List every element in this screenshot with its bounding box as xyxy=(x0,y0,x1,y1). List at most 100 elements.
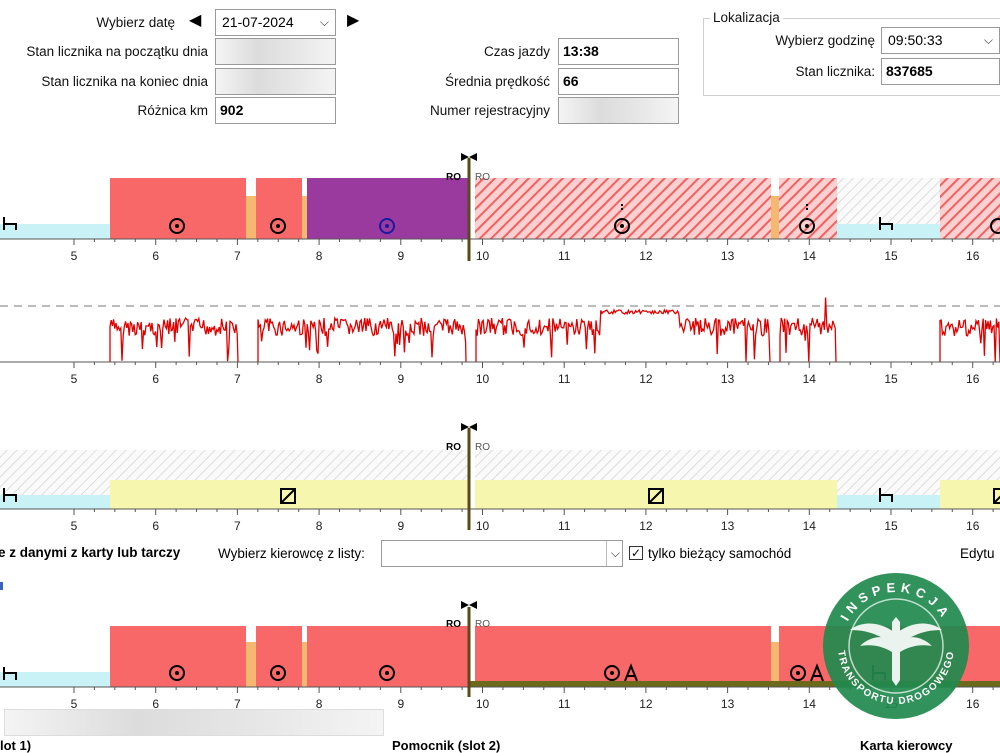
hour-tick-label: 10 xyxy=(476,249,490,263)
chevron-down-icon: ⌵ xyxy=(605,541,620,566)
hour-tick-label: 7 xyxy=(234,249,241,263)
hour-tick-label: 14 xyxy=(803,519,817,533)
steering-wheel-icon xyxy=(379,218,395,234)
marker-label-left: RO xyxy=(446,442,461,453)
location-time-label: Wybierz godzinę xyxy=(775,33,875,48)
location-title: Lokalizacja xyxy=(710,10,783,25)
edit-label[interactable]: Edytu xyxy=(960,546,995,561)
steering-wheel-icon xyxy=(169,665,185,681)
only-current-label: tylko bieżący samochód xyxy=(648,546,792,561)
rest-bar xyxy=(0,672,110,687)
chevron-down-icon: ⌵ xyxy=(983,33,993,47)
hour-tick-label: 8 xyxy=(316,519,323,533)
chevron-down-icon: ⌵ xyxy=(319,15,329,29)
steering-wheel-icon xyxy=(169,218,185,234)
availability-hatched-bar xyxy=(940,450,1000,480)
bed-icon xyxy=(3,217,17,230)
hour-tick-label: 7 xyxy=(234,519,241,533)
hour-tick-label: 6 xyxy=(152,697,159,711)
rest-bar xyxy=(837,495,940,509)
hour-tick-label: 15 xyxy=(884,372,898,386)
marker-flag-icon xyxy=(461,153,477,161)
location-odometer-field[interactable]: 837685 xyxy=(881,58,1000,85)
bed-icon xyxy=(879,217,893,230)
steering-wheel-icon xyxy=(790,665,806,681)
hour-tick-label: 13 xyxy=(721,519,735,533)
work-bar xyxy=(307,178,469,239)
driver-select[interactable]: ⌵ xyxy=(381,540,623,567)
odometer-start-field[interactable] xyxy=(215,38,336,65)
hour-tick-label: 10 xyxy=(476,697,490,711)
driving-hatched-bar xyxy=(940,178,1000,239)
marker-label-right: RO xyxy=(475,172,490,183)
prev-day-button[interactable]: ◀ xyxy=(189,12,202,29)
availability-hatched-bar xyxy=(837,450,940,495)
date-select[interactable]: 21-07-2024 ⌵ xyxy=(215,9,336,36)
hour-tick-label: 14 xyxy=(803,697,817,711)
odometer-end-label: Stan licznika na koniec dnia xyxy=(41,74,208,89)
drive-time-label: Czas jazdy xyxy=(483,44,550,59)
driving-bar xyxy=(256,178,302,239)
location-odometer-label: Stan licznika: xyxy=(795,64,875,79)
hour-tick-label: 12 xyxy=(639,372,653,386)
slot1-label: lot 1) xyxy=(0,738,32,753)
codriver-icon xyxy=(810,663,824,682)
hour-tick-label: 5 xyxy=(71,249,78,263)
codriver-chart: RO RO 5 6 7 8 9 10 11 12 13 14 15 16 xyxy=(0,423,1000,533)
hour-tick-label: 9 xyxy=(397,249,404,263)
hour-tick-label: 11 xyxy=(558,372,571,386)
hour-tick-label: 10 xyxy=(476,372,490,386)
registration-field[interactable] xyxy=(558,97,679,124)
hour-tick-label: 7 xyxy=(234,697,241,711)
transition-bar xyxy=(771,196,779,239)
hour-tick-label: 9 xyxy=(397,519,404,533)
hour-axis: 5 6 7 8 9 10 11 12 13 14 15 16 xyxy=(71,509,994,533)
hour-tick-label: 7 xyxy=(234,372,241,386)
hour-tick-label: 12 xyxy=(639,519,653,533)
hour-tick-label: 6 xyxy=(152,372,159,386)
steering-wheel-icon xyxy=(604,665,620,681)
odometer-end-field[interactable] xyxy=(215,68,336,95)
steering-wheel-icon xyxy=(799,218,815,234)
hour-tick-label: 16 xyxy=(966,249,980,263)
transition-bar xyxy=(246,642,256,687)
marker-label-right: RO xyxy=(475,619,490,630)
marker-flag-icon xyxy=(461,601,477,609)
hour-tick-label: 13 xyxy=(721,372,735,386)
bed-icon xyxy=(879,488,893,502)
marker-flag-icon xyxy=(461,423,477,431)
next-day-button[interactable]: ▶ xyxy=(347,12,360,29)
hour-tick-label: 5 xyxy=(71,697,78,711)
location-time-value: 09:50:33 xyxy=(888,32,943,48)
availability-icon xyxy=(280,488,296,504)
hour-tick-label: 11 xyxy=(558,697,571,711)
availability-hatched-bar xyxy=(0,450,110,495)
location-group xyxy=(703,18,1000,96)
transition-bar xyxy=(302,196,307,239)
rest-bar xyxy=(0,224,110,239)
avg-speed-field[interactable]: 66 xyxy=(558,68,679,95)
only-current-checkbox[interactable]: ✓ xyxy=(629,546,643,560)
hour-tick-label: 11 xyxy=(558,519,571,533)
marker-label-left: RO xyxy=(446,619,461,630)
speed-line xyxy=(109,297,1000,363)
steering-wheel-icon xyxy=(990,218,1000,234)
availability-icon xyxy=(648,488,664,504)
avg-speed-label: Średnia prędkość xyxy=(444,74,550,89)
timeline-charts: RO RO 5 6 7 8 9 10 11 12 13 14 15 16 5 6 7 8 9 10 11 12 13 1… xyxy=(0,153,1000,711)
transition-bar xyxy=(246,196,256,239)
codriver-icon xyxy=(624,663,638,682)
driving-bar xyxy=(256,626,302,687)
hour-tick-label: 16 xyxy=(966,372,980,386)
location-time-select[interactable]: 09:50:33 ⌵ xyxy=(881,27,1000,54)
hour-tick-label: 13 xyxy=(721,697,735,711)
bed-icon xyxy=(3,488,17,502)
bed-icon xyxy=(3,667,17,680)
hour-tick-label: 16 xyxy=(966,519,980,533)
winged-wheel-icon xyxy=(850,617,942,686)
km-diff-field[interactable]: 902 xyxy=(215,97,336,124)
hour-tick-label: 15 xyxy=(884,249,898,263)
rest-bar xyxy=(837,224,940,239)
drive-time-field[interactable]: 13:38 xyxy=(558,38,679,65)
activity-chart: RO RO 5 6 7 8 9 10 11 12 13 14 15 16 xyxy=(0,153,1000,263)
